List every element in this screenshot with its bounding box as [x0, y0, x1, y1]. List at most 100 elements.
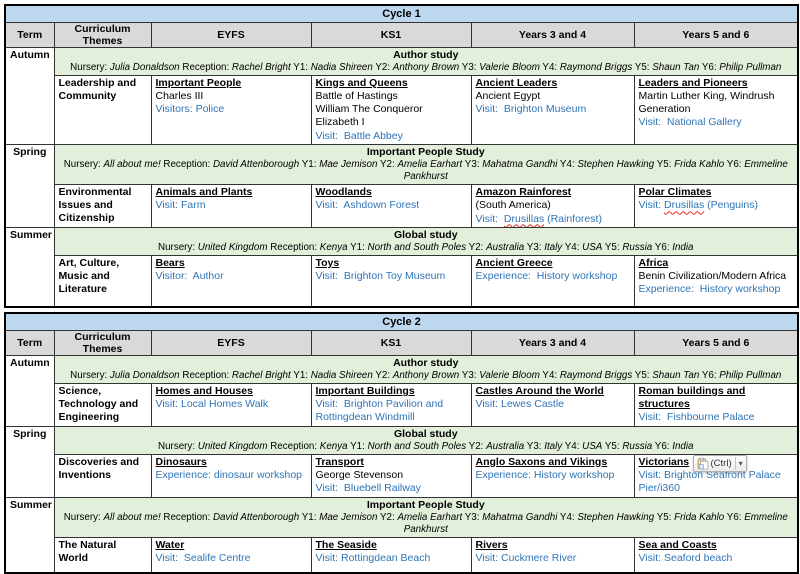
topic-title-text: Amazon Rainforest	[475, 185, 572, 198]
study-name-label: Y1:	[347, 440, 368, 452]
study-name-label: Nursery:	[63, 511, 104, 523]
topic-cell: Bears Visitor: Author	[150, 254, 312, 308]
topic-cell: Animals and Plants Visit: Farm	[150, 183, 312, 228]
topic-text: Elizabeth I	[315, 116, 365, 129]
topic-line: Visit: Battle Abbey	[316, 130, 467, 143]
topic-title: Transport	[316, 456, 467, 469]
study-name-label: Y2:	[372, 61, 393, 73]
study-name-label: Y6:	[652, 241, 673, 253]
topic-line: Ancient Egypt	[476, 90, 630, 103]
cycle-title-row: Cycle 1	[4, 4, 799, 23]
study-title: Important People Study	[366, 145, 485, 158]
topic-cell: Roman buildings and structures Visit: Fis…	[633, 382, 799, 427]
visit-text: Visit: Brighton Toy Museum	[315, 270, 446, 283]
study-name-label: Y2:	[372, 369, 393, 381]
study-name-label: Nursery:	[63, 158, 104, 170]
topic-text: George Stevenson	[315, 469, 404, 482]
study-name-value: Raymond Briggs	[559, 61, 633, 73]
study-name-value: David Attenborough	[212, 511, 300, 523]
study-name-label: Nursery:	[70, 61, 110, 73]
topic-title-text: Ancient Leaders	[475, 76, 558, 89]
topic-title: Homes and Houses	[156, 385, 307, 398]
topic-title: Rivers	[476, 539, 630, 552]
topic-title: Roman buildings and structures	[639, 385, 794, 412]
column-header-ks1: KS1	[310, 21, 472, 48]
study-name-value: Mahatma Gandhi	[482, 511, 558, 523]
study-name-value: Shaun Tan	[652, 369, 700, 381]
visit-text: Visit: Lewes Castle	[475, 398, 565, 411]
topic-line: Visit: Brighton Seafront Palace Pier/i36…	[639, 469, 794, 496]
topic-line: Battle of Hastings	[316, 90, 467, 103]
study-name-value: Amelia Earhart	[397, 158, 463, 170]
topic-line: Visit: Bluebell Railway	[316, 482, 467, 495]
study-name-label: Y5:	[632, 61, 653, 73]
topic-text: Battle of Hastings	[315, 89, 398, 102]
term-cell-spring: Spring	[4, 143, 55, 228]
term-content-row: The Natural World Water Visit: Sealife Cen…	[5, 536, 799, 574]
visit-text: Visit: Bluebell Railway	[315, 482, 421, 495]
study-name-label: Y6:	[724, 511, 745, 523]
visit-text: Experience: History workshop	[475, 270, 618, 283]
study-name-label: Y4:	[557, 158, 578, 170]
study-name-value: Valerie Bloom	[479, 61, 540, 73]
topic-line: Visit: Cuckmere River	[476, 552, 630, 565]
visit-text: Visit: Rottingdean Beach	[315, 551, 431, 564]
study-name-value: North and South Poles	[367, 440, 467, 452]
topic-cell: Woodlands Visit: Ashdown Forest	[310, 183, 472, 228]
term-cell-spring: Spring	[4, 425, 55, 498]
paste-options-button[interactable]: (Ctrl) ▾	[692, 455, 747, 473]
study-name-label: Y5:	[654, 158, 675, 170]
study-name-value: United Kingdom	[197, 241, 268, 253]
study-name-label: Y5:	[654, 511, 675, 523]
study-title: Global study	[393, 427, 458, 440]
study-name-value: Nadia Shireen	[310, 369, 373, 381]
visit-text: Visit: Seaford beach	[638, 551, 733, 564]
study-names-line: Nursery: United Kingdom Reception: Kenya…	[59, 441, 794, 453]
study-name-label: Y3:	[462, 158, 483, 170]
study-name-value: Stephen Hawking	[577, 158, 655, 170]
study-cell: Author study Nursery: Julia Donaldson Rec…	[53, 46, 799, 76]
column-header-eyfs: EYFS	[150, 329, 312, 356]
study-name-value: Australia	[486, 241, 525, 253]
topic-title-text: Rivers	[475, 538, 508, 551]
study-names-line: Nursery: Julia Donaldson Reception: Rach…	[59, 370, 794, 382]
topic-title-text: Animals and Plants	[155, 185, 253, 198]
study-name-value: Rachel Bright	[231, 61, 291, 73]
study-name-label: Y5:	[602, 440, 623, 452]
study-name-label: Y1:	[290, 61, 311, 73]
topic-title: Woodlands	[316, 186, 467, 199]
study-name-label: Y2:	[377, 511, 398, 523]
visit-text: Visit: Sealife Centre	[155, 551, 251, 564]
topic-line: (South America)	[476, 199, 630, 212]
study-name-label: Y2:	[377, 158, 398, 170]
visit-text: Visitor: Author	[155, 270, 224, 283]
study-name-value: Philip Pullman	[719, 369, 782, 381]
visit-text: Visitors: Police	[155, 103, 225, 116]
topic-line: Visit: Brighton Museum	[476, 103, 630, 116]
visit-text: Visit: Local Homes Walk	[155, 398, 269, 411]
topic-line: Elizabeth I	[316, 116, 467, 129]
cycle-1-table: Cycle 1 Term Curriculum Themes EYFS KS1 Years…	[4, 4, 800, 309]
topic-cell: Victorians (Ctrl) ▾ Visit: Brighton Seafron…	[633, 453, 799, 498]
clipboard-icon	[697, 457, 708, 470]
cycle-title-row: Cycle 2	[4, 312, 799, 331]
study-names-line: Nursery: All about me! Reception: David …	[59, 512, 794, 536]
topic-text: Benin Civilization/Modern Africa	[638, 270, 787, 283]
study-name-value: Frida Kahlo	[674, 511, 725, 523]
visit-text: Visit: Battle Abbey	[315, 129, 403, 142]
topic-title: Toys	[316, 257, 467, 270]
study-name-value: India	[672, 241, 694, 253]
column-header-years-5-and-6: Years 5 and 6	[633, 21, 799, 48]
column-header-years-5-and-6: Years 5 and 6	[633, 329, 799, 356]
topic-line: Visit: Local Homes Walk	[156, 398, 307, 411]
topic-title: Ancient Leaders	[476, 77, 630, 90]
topic-title-text: Ancient Greece	[475, 256, 553, 269]
study-name-label: Y5:	[602, 241, 623, 253]
study-name-label: Y3:	[459, 369, 480, 381]
topic-text: William The Conqueror	[315, 103, 423, 116]
study-names-line: Nursery: All about me! Reception: David …	[59, 159, 794, 183]
study-names-line: Nursery: United Kingdom Reception: Kenya…	[59, 242, 794, 254]
paste-options-caret-icon[interactable]: ▾	[734, 456, 743, 471]
topic-line: Experience: History workshop	[639, 283, 794, 296]
study-name-label: Y6:	[699, 61, 720, 73]
